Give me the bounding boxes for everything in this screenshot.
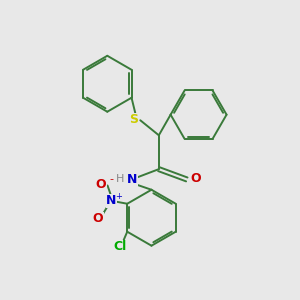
Text: O: O <box>93 212 104 225</box>
Text: Cl: Cl <box>113 240 127 253</box>
Text: N: N <box>106 194 116 207</box>
Text: +: + <box>115 192 122 201</box>
Text: -: - <box>109 174 113 184</box>
Text: S: S <box>129 112 138 126</box>
Text: O: O <box>96 178 106 190</box>
Text: O: O <box>190 172 201 185</box>
Text: N: N <box>127 173 137 186</box>
Text: H: H <box>116 174 125 184</box>
